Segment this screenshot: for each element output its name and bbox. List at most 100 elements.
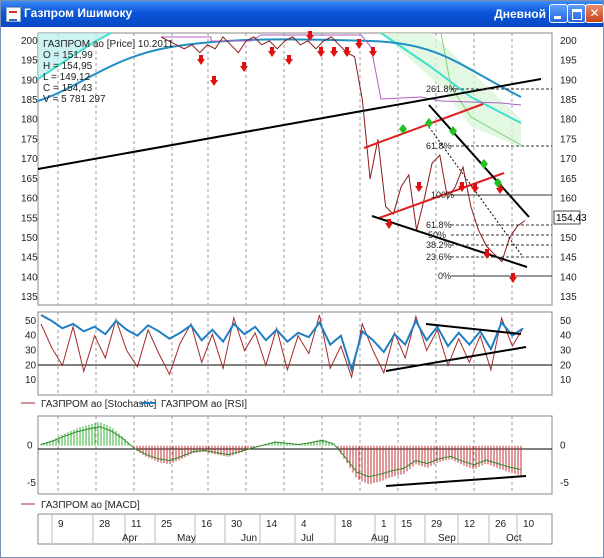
maximize-icon [568, 5, 585, 22]
cloud-right [381, 33, 521, 147]
time-tick-month: Apr [122, 533, 138, 544]
sell-marker-stem [460, 182, 464, 186]
price-tick-left: 155 [21, 213, 38, 224]
osc-tick-left: 40 [25, 331, 37, 342]
time-tick-day: 4 [301, 519, 307, 530]
price-tick-right: 150 [560, 233, 577, 244]
sell-marker-stem [357, 39, 361, 43]
sell-marker-stem [498, 184, 502, 188]
sell-marker [306, 35, 314, 41]
price-tick-right: 190 [560, 75, 577, 86]
osc-tick-right: 50 [560, 316, 572, 327]
minimize-icon [550, 5, 567, 22]
close-button[interactable]: ✕ [585, 4, 604, 23]
sell-marker-stem [485, 249, 489, 253]
price-tick-right: 135 [560, 292, 577, 303]
sell-marker-stem [387, 219, 391, 223]
rsi-line [40, 314, 524, 374]
time-tick-day: 9 [58, 519, 64, 530]
title-bar[interactable]: Газпром Ишимоку Дневной ✕ [1, 1, 604, 27]
legend-macd: ГАЗПРОМ ао [MACD] [41, 500, 140, 511]
oscillator-panel[interactable] [37, 311, 553, 396]
sell-marker-stem [417, 182, 421, 186]
price-tick-left: 140 [21, 272, 38, 283]
price-panel[interactable] [37, 32, 553, 306]
time-tick-day: 25 [161, 519, 173, 530]
legend-rsi: ГАЗПРОМ ао [RSI] [161, 399, 247, 410]
time-tick-day: 1 [381, 519, 387, 530]
sell-marker [268, 51, 276, 57]
sell-marker-stem [212, 76, 216, 80]
price-tick-right: 180 [560, 115, 577, 126]
maximize-button[interactable] [567, 4, 586, 23]
sell-marker-stem [511, 273, 515, 277]
period-label[interactable]: Дневной [494, 7, 546, 21]
macd-trend-line [385, 475, 527, 487]
sell-marker [471, 187, 479, 193]
osc-trend-upper [425, 323, 522, 335]
sell-marker-stem [319, 47, 323, 51]
moving-average-line [37, 38, 522, 102]
time-tick-day: 16 [201, 519, 213, 530]
info-low: L = 149,12 [43, 72, 91, 83]
sell-marker-stem [473, 183, 477, 187]
sell-marker [355, 43, 363, 49]
osc-tick-right: 20 [560, 360, 572, 371]
sell-marker [509, 277, 517, 283]
chart-area[interactable]: 261.8%61.8%100%61.8%50%38.2%23.6%0% ГАЗП… [1, 27, 603, 557]
price-tick-left: 200 [21, 36, 38, 47]
price-tick-left: 150 [21, 233, 38, 244]
grid-lines [57, 33, 513, 494]
fib-label: 38.2% [426, 240, 452, 250]
price-tick-right: 160 [560, 194, 577, 205]
price-tick-left: 135 [21, 292, 38, 303]
buy-marker [449, 126, 457, 136]
sell-marker [285, 59, 293, 65]
price-tick-left: 185 [21, 95, 38, 106]
sell-marker-stem [287, 55, 291, 59]
fib-label: 100% [431, 190, 454, 200]
price-tick-left: 160 [21, 194, 38, 205]
time-tick-month: Jun [241, 533, 257, 544]
time-tick-month: Aug [371, 533, 389, 544]
price-tick-right: 170 [560, 154, 577, 165]
osc-tick-right: 40 [560, 331, 572, 342]
price-tick-right: 145 [560, 253, 577, 264]
fib-label: 61.8% [426, 141, 452, 151]
price-line [160, 36, 526, 263]
fibonacci-levels: 261.8%61.8%100%61.8%50%38.2%23.6%0% [426, 84, 552, 281]
time-tick-day: 29 [431, 519, 443, 530]
minimize-button[interactable] [549, 4, 568, 23]
price-tick-right: 195 [560, 56, 577, 67]
kijun-line [161, 34, 522, 106]
chart-app-icon [6, 7, 21, 22]
time-tick-month: Jul [301, 533, 314, 544]
osc-tick-right: 10 [560, 375, 572, 386]
sell-marker-stem [308, 31, 312, 35]
ichimoku-cloud [37, 32, 522, 147]
time-tick-month: Oct [506, 533, 522, 544]
info-open: O = 151,99 [43, 50, 93, 61]
macd-tick-left: 0 [27, 441, 33, 452]
sell-marker [240, 66, 248, 72]
channel-lower [378, 172, 505, 219]
info-name: ГАЗПРОМ ао [Price] 10.2011 [43, 39, 174, 50]
cloud-left [38, 33, 111, 79]
time-tick-month: May [177, 533, 196, 544]
osc-tick-left: 50 [25, 316, 37, 327]
sell-marker [330, 51, 338, 57]
wedge-upper [428, 104, 530, 218]
fib-label: 50% [428, 230, 446, 240]
sell-marker [343, 51, 351, 57]
osc-tick-left: 10 [25, 375, 37, 386]
sell-marker [458, 186, 466, 192]
price-tick-right: 185 [560, 95, 577, 106]
time-axis-labels: 9 28 11 25 16 30 14 4 18 1 15 29 12 26 10 Apr May Jun Jul A… [51, 515, 535, 544]
macd-panel[interactable] [37, 415, 553, 495]
buy-marker [494, 178, 502, 188]
osc-tick-right: 30 [560, 346, 572, 357]
price-tick-right: 175 [560, 134, 577, 145]
wedge-lower [371, 215, 528, 268]
macd-signal-line [40, 426, 522, 478]
